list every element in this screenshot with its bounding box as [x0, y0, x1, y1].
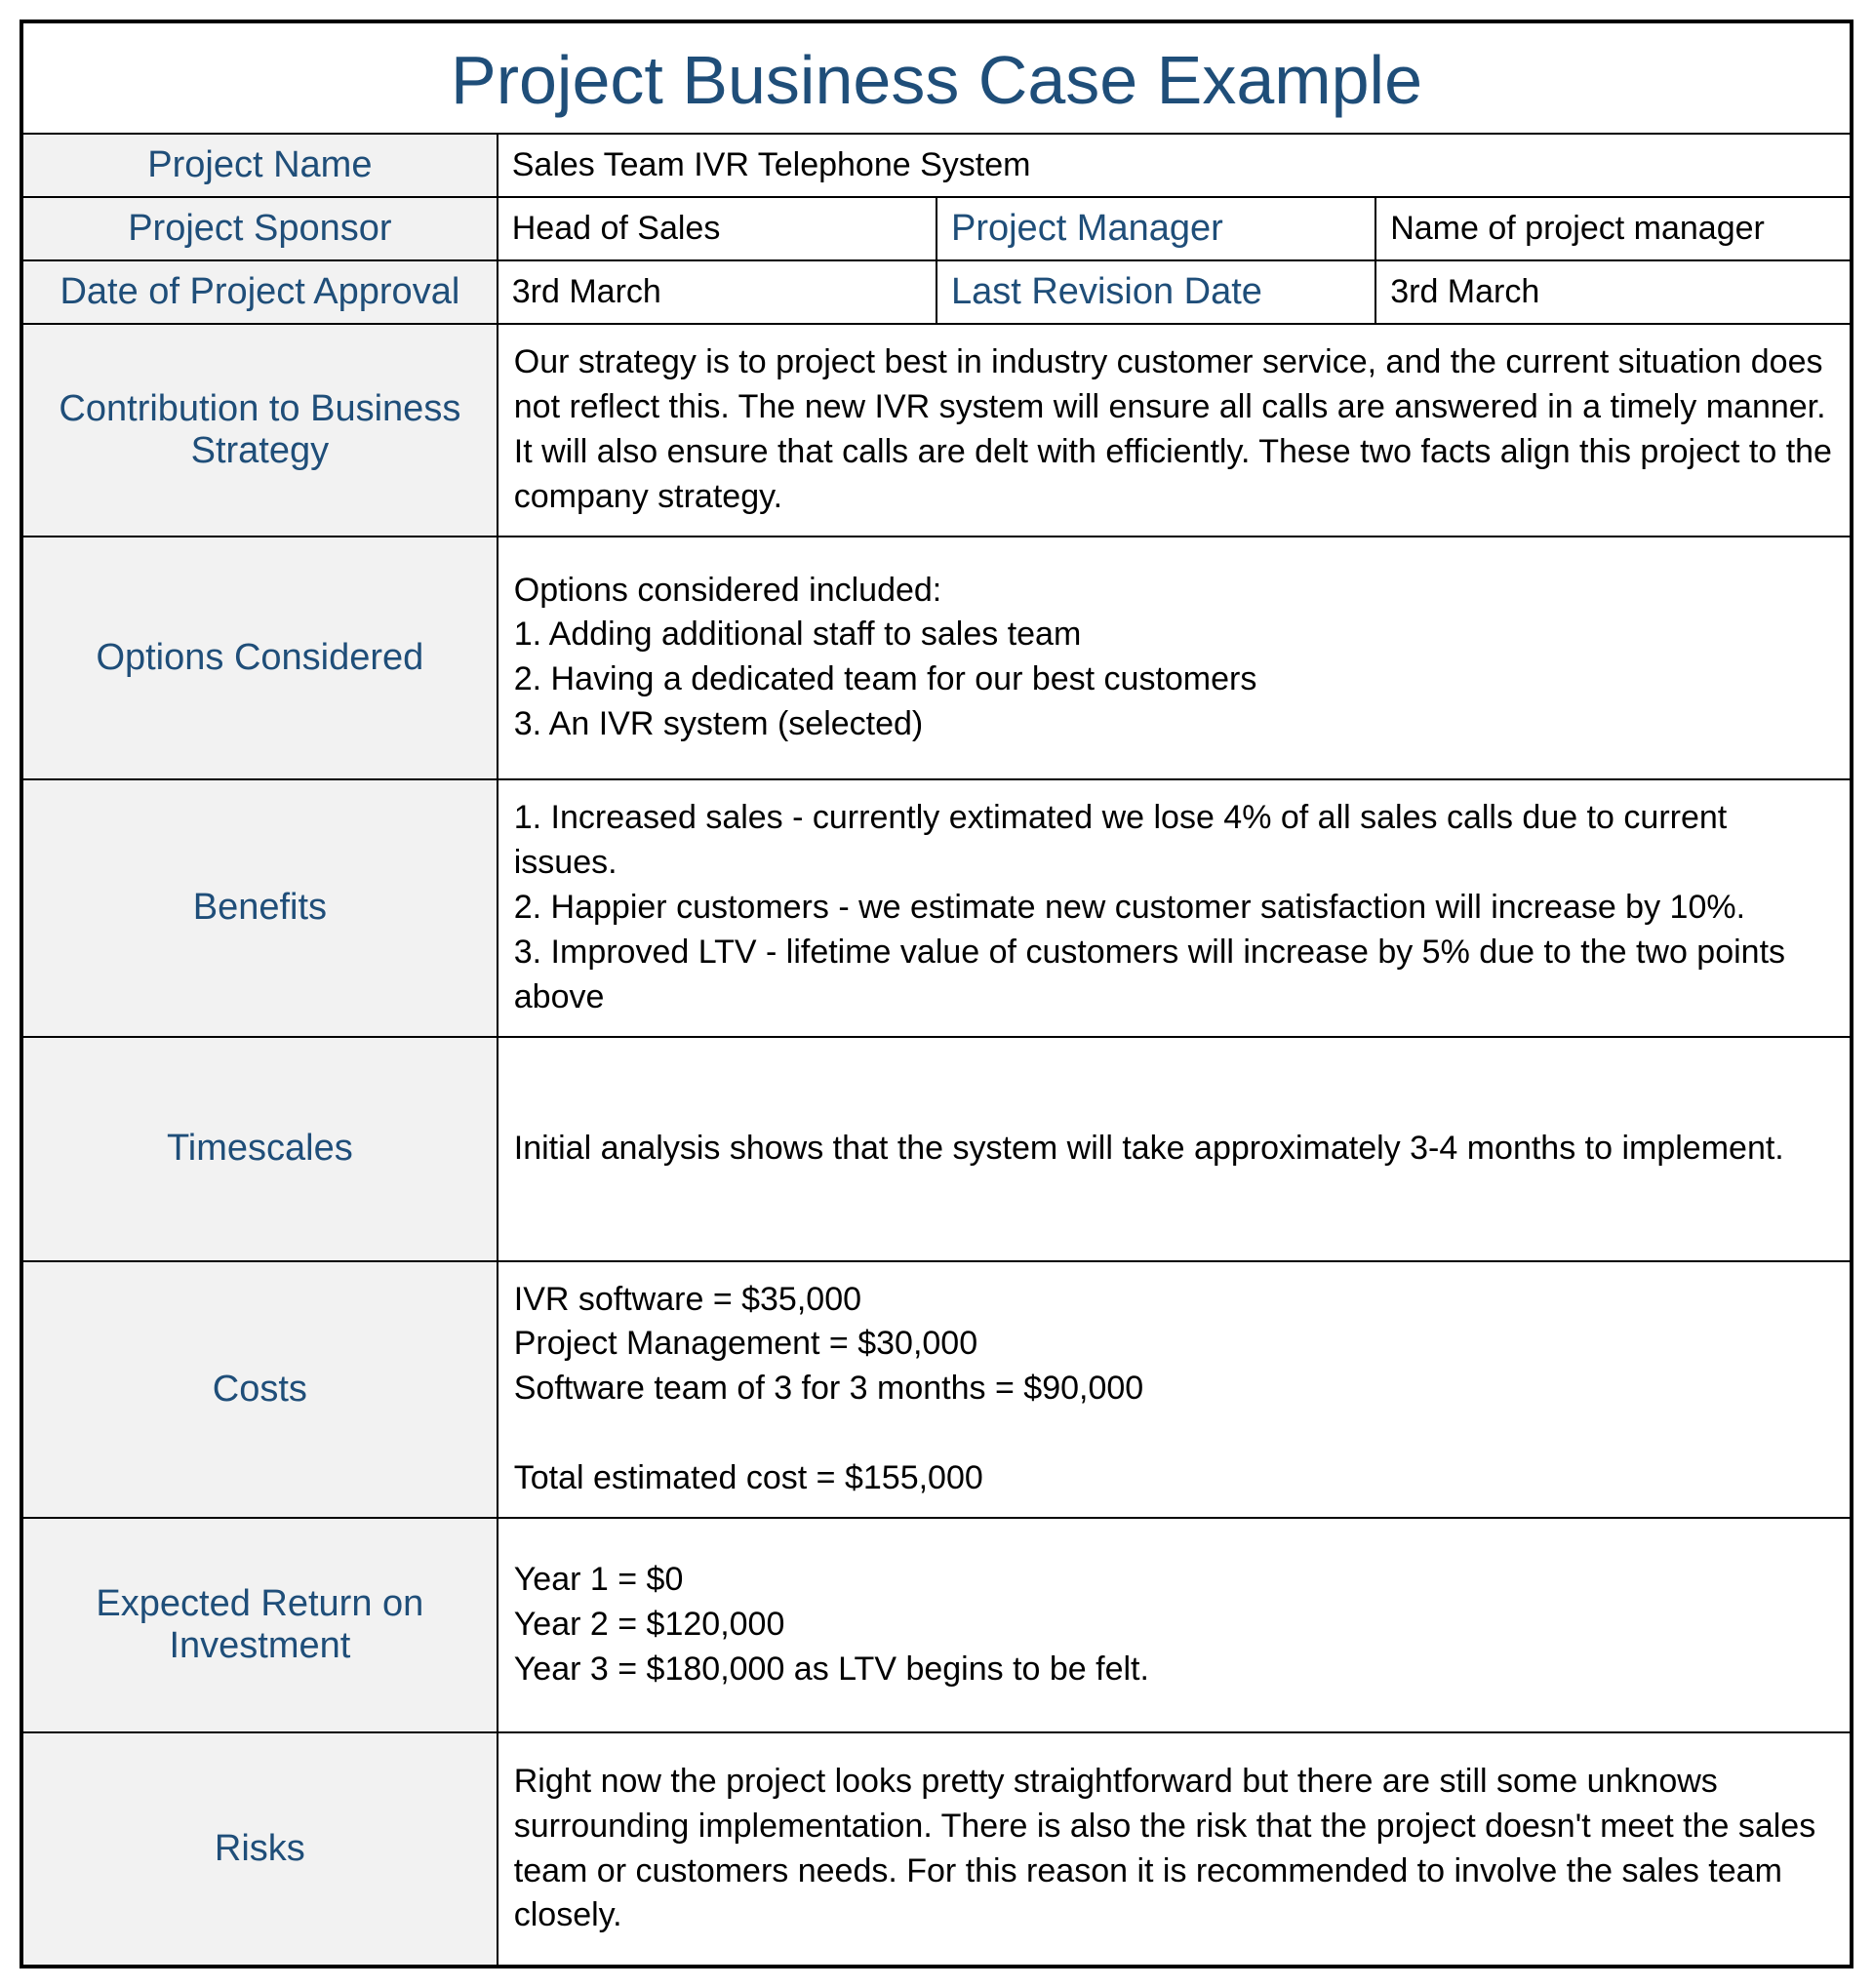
project-name-row: Project Name Sales Team IVR Telephone Sy…	[21, 134, 1852, 197]
business-case-table: Project Business Case Example Project Na…	[20, 20, 1853, 1968]
benefits-value: 1. Increased sales - currently extimated…	[498, 779, 1852, 1036]
risks-value: Right now the project looks pretty strai…	[498, 1732, 1852, 1967]
project-manager-label: Project Manager	[936, 197, 1375, 260]
sponsor-manager-row: Project Sponsor Head of Sales Project Ma…	[21, 197, 1852, 260]
project-name-label: Project Name	[21, 134, 498, 197]
roi-row: Expected Return on Investment Year 1 = $…	[21, 1518, 1852, 1732]
costs-label: Costs	[21, 1261, 498, 1518]
strategy-row: Contribution to Business Strategy Our st…	[21, 324, 1852, 537]
roi-value: Year 1 = $0 Year 2 = $120,000 Year 3 = $…	[498, 1518, 1852, 1732]
project-sponsor-value: Head of Sales	[498, 197, 936, 260]
benefits-label: Benefits	[21, 779, 498, 1036]
project-sponsor-label: Project Sponsor	[21, 197, 498, 260]
approval-date-label: Date of Project Approval	[21, 260, 498, 324]
dates-row: Date of Project Approval 3rd March Last …	[21, 260, 1852, 324]
timescales-label: Timescales	[21, 1037, 498, 1261]
costs-value: IVR software = $35,000 Project Managemen…	[498, 1261, 1852, 1518]
roi-label: Expected Return on Investment	[21, 1518, 498, 1732]
last-revision-value: 3rd March	[1375, 260, 1852, 324]
title-row: Project Business Case Example	[21, 21, 1852, 134]
benefits-row: Benefits 1. Increased sales - currently …	[21, 779, 1852, 1036]
last-revision-label: Last Revision Date	[936, 260, 1375, 324]
costs-row: Costs IVR software = $35,000 Project Man…	[21, 1261, 1852, 1518]
project-name-value: Sales Team IVR Telephone System	[498, 134, 1852, 197]
timescales-value: Initial analysis shows that the system w…	[498, 1037, 1852, 1261]
options-label: Options Considered	[21, 537, 498, 780]
document-title: Project Business Case Example	[21, 21, 1852, 134]
project-manager-value: Name of project manager	[1375, 197, 1852, 260]
risks-label: Risks	[21, 1732, 498, 1967]
risks-row: Risks Right now the project looks pretty…	[21, 1732, 1852, 1967]
strategy-label: Contribution to Business Strategy	[21, 324, 498, 537]
options-value: Options considered included: 1. Adding a…	[498, 537, 1852, 780]
approval-date-value: 3rd March	[498, 260, 936, 324]
options-row: Options Considered Options considered in…	[21, 537, 1852, 780]
strategy-value: Our strategy is to project best in indus…	[498, 324, 1852, 537]
timescales-row: Timescales Initial analysis shows that t…	[21, 1037, 1852, 1261]
